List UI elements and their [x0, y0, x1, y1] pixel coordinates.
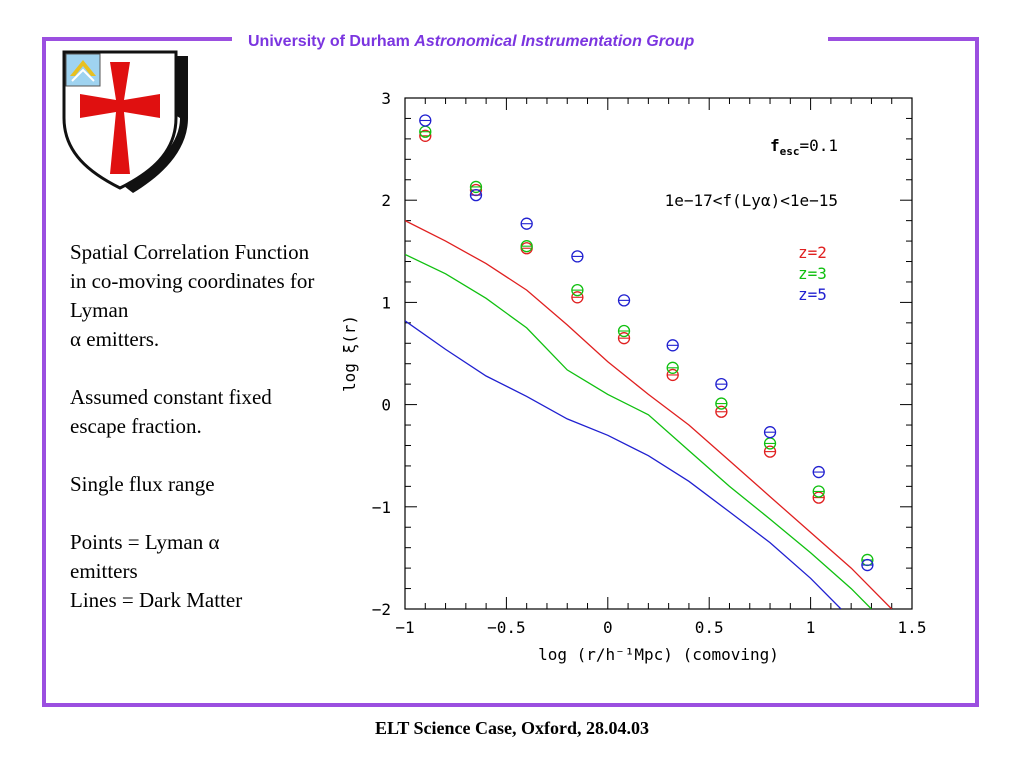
x-tick-label: −0.5 — [487, 618, 526, 637]
x-tick-label: −1 — [395, 618, 414, 637]
lae-point-z5 — [861, 558, 874, 572]
legend-z3: z=3 — [798, 264, 827, 283]
frame-top-left — [42, 37, 232, 41]
lae-point-z5 — [520, 217, 533, 230]
lae-point-z3 — [666, 361, 679, 374]
x-tick-label: 1.5 — [898, 618, 927, 637]
lae-point-z3 — [715, 397, 728, 410]
frame-bottom — [42, 703, 979, 707]
note-flux: Single flux range — [70, 472, 215, 496]
dm-line-z3 — [405, 253, 872, 609]
y-tick-label: 1 — [381, 293, 391, 312]
lae-point-z5 — [715, 378, 728, 391]
note-escape: Assumed constant fixed escape fraction. — [70, 385, 272, 438]
y-tick-label: −1 — [372, 498, 391, 517]
frame-left — [42, 37, 46, 707]
frame-right — [975, 37, 979, 707]
chart-axes — [404, 97, 913, 610]
lae-point-z3 — [571, 283, 584, 297]
note-correlation-text: Spatial Correlation Function in co-movin… — [70, 240, 315, 322]
y-tick-label: 3 — [381, 89, 391, 108]
note-correlation: Spatial Correlation Function in co-movin… — [70, 238, 330, 354]
durham-crest-icon — [62, 50, 188, 193]
lae-point-z3 — [812, 485, 825, 498]
note-lines: Lines = Dark Matter — [70, 588, 243, 612]
plot-frame — [404, 97, 913, 610]
lae-point-z3 — [520, 240, 533, 253]
dm-line-z5 — [405, 320, 842, 609]
y-tick-label: 2 — [381, 191, 391, 210]
note-points-a: Points = Lyman — [70, 530, 209, 554]
x-tick-label: 1 — [806, 618, 816, 637]
y-axis-label: log ξ(r) — [340, 315, 359, 392]
footer-text: ELT Science Case, Oxford, 28.04.03 — [374, 718, 649, 738]
note-correlation-tail: emitters. — [81, 327, 160, 351]
description-text: Spatial Correlation Function in co-movin… — [70, 238, 330, 615]
header-group: Astronomical Instrumentation Group — [414, 33, 695, 50]
note-alpha-1: α — [70, 327, 82, 351]
note-alpha-2: α — [208, 530, 220, 554]
lae-point-z5 — [571, 250, 584, 263]
lae-point-z2 — [763, 445, 777, 458]
chart-points — [419, 114, 874, 572]
frame-top-right — [828, 37, 979, 41]
y-tick-label: 0 — [381, 396, 391, 415]
lae-point-z5 — [763, 426, 777, 439]
note-points-b: emitters — [70, 559, 138, 583]
x-tick-label: 0 — [603, 618, 613, 637]
chart-lines — [405, 220, 893, 609]
lae-point-z5 — [666, 339, 679, 352]
x-axis-label: log (r/h⁻¹Mpc) (comoving) — [538, 645, 779, 664]
legend-z2: z=2 — [798, 243, 827, 262]
lae-point-z2 — [571, 291, 584, 304]
flux-annotation: 1e−17<f(Lyα)<1e−15 — [665, 191, 838, 210]
lae-point-z3 — [763, 437, 777, 450]
x-tick-label: 0.5 — [695, 618, 724, 637]
lae-point-z2 — [666, 368, 679, 382]
lae-point-z2 — [617, 332, 631, 345]
lae-point-z3 — [617, 324, 631, 338]
fesc-annotation: fesc=0.1 — [770, 136, 838, 158]
lae-point-z5 — [419, 114, 432, 127]
legend-z5: z=5 — [798, 285, 827, 304]
y-tick-label: −2 — [372, 600, 391, 619]
header-title: University of Durham Astronomical Instru… — [248, 33, 694, 51]
lae-point-z5 — [812, 465, 825, 479]
lae-point-z3 — [469, 180, 483, 194]
dm-line-z2 — [405, 220, 893, 609]
lae-point-z2 — [715, 405, 728, 418]
lae-point-z5 — [617, 294, 631, 307]
lae-point-z5 — [469, 188, 483, 202]
note-legend: Points = Lyman α emitters Lines = Dark Ma… — [70, 528, 330, 615]
header-university: University of Durham — [248, 33, 410, 50]
